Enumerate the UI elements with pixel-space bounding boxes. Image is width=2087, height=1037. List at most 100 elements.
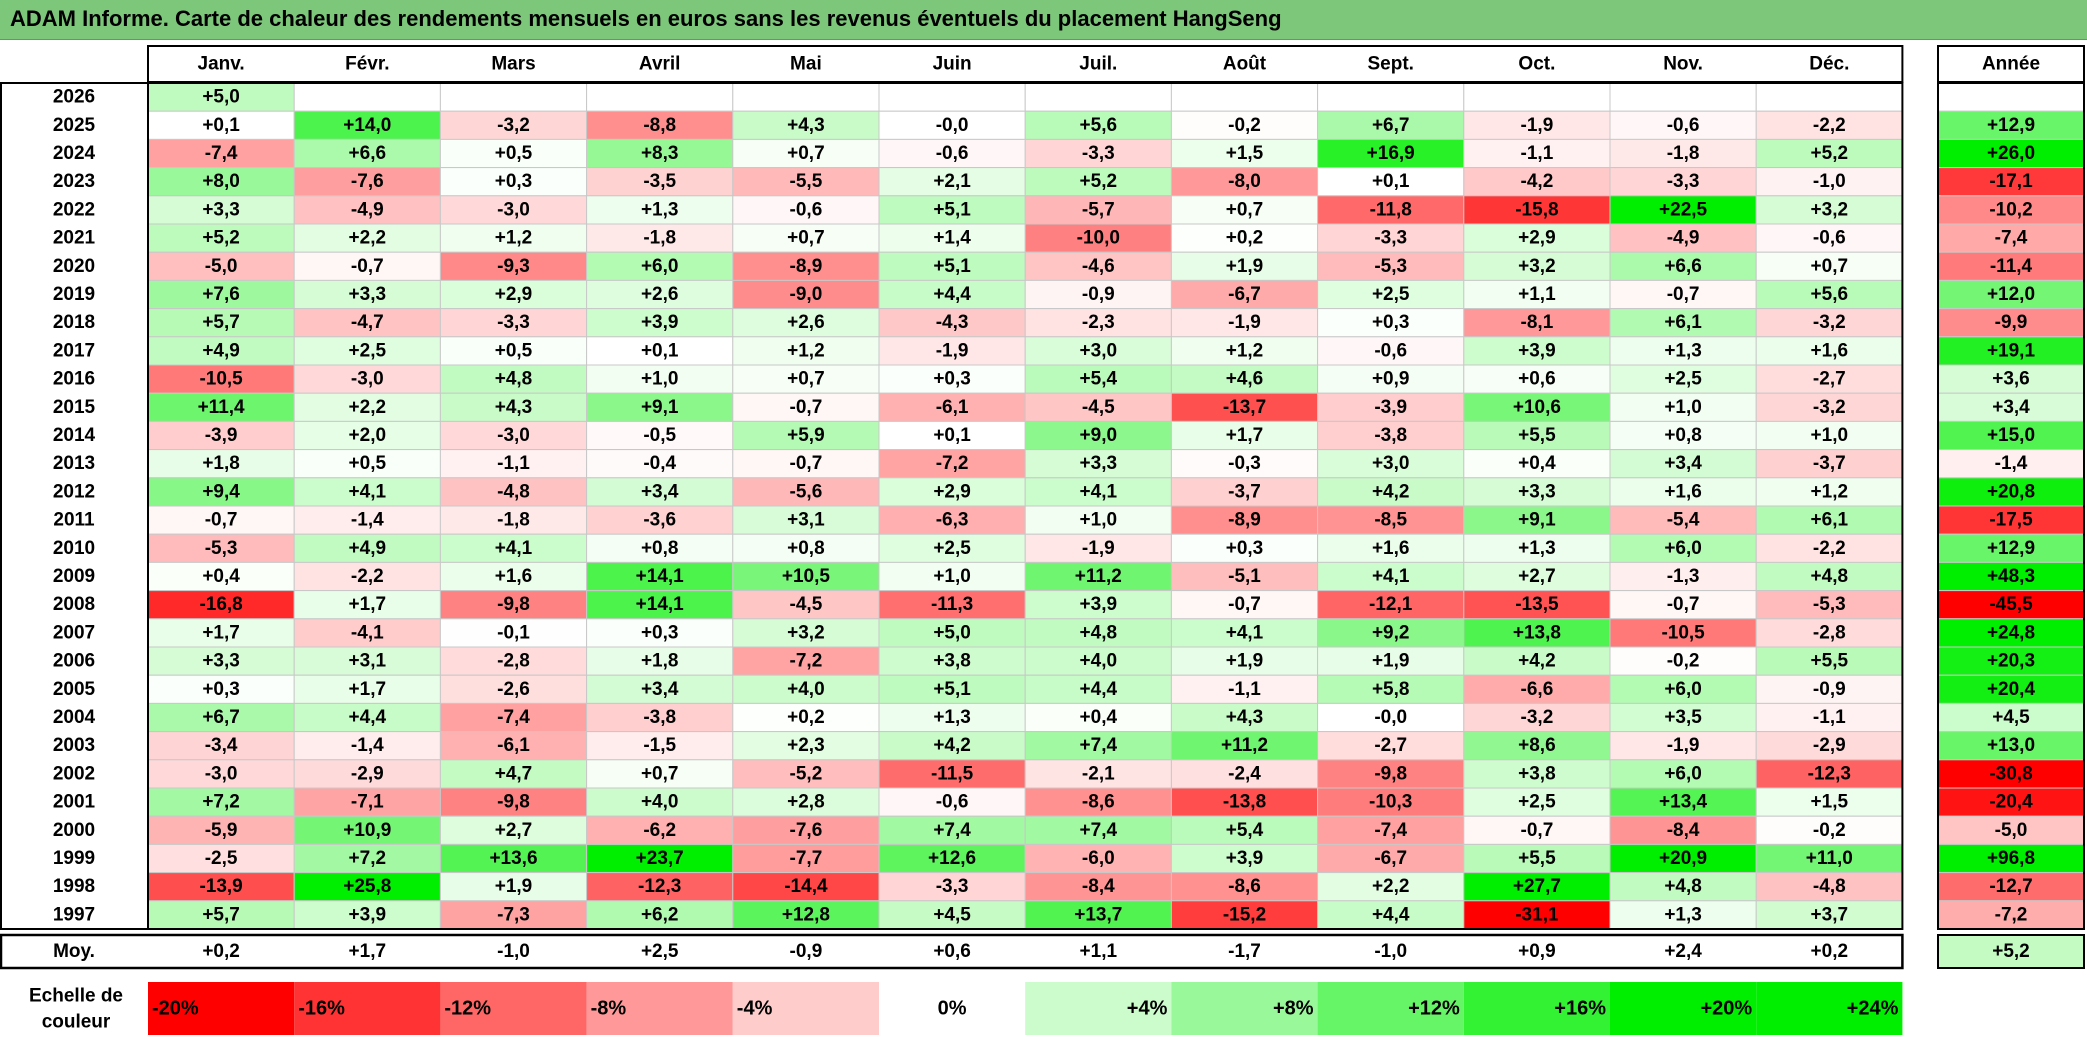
cell-value: +0,4 (202, 566, 240, 587)
heat-cell (1755, 223, 1903, 253)
heat-cell (147, 167, 295, 197)
annual-value: +12,9 (1987, 115, 2035, 136)
cell-value: -15,8 (1515, 199, 1558, 220)
cell-value: -3,5 (643, 171, 676, 192)
cell-value: +0,1 (1372, 171, 1410, 192)
cell-value: +5,1 (933, 199, 971, 220)
cell-value: -8,1 (1521, 312, 1554, 333)
heat-cell (1463, 618, 1611, 648)
cell-value: -6,7 (1228, 284, 1261, 305)
heat-cell (1317, 787, 1465, 817)
cell-value: -1,9 (1228, 312, 1261, 333)
color-scale-swatch (1171, 982, 1318, 1035)
heat-cell (1170, 674, 1319, 704)
cell-value: -7,3 (497, 904, 530, 925)
heat-cell (878, 590, 1026, 620)
cell-value: -5,5 (790, 171, 823, 192)
cell-value: +5,9 (787, 425, 825, 446)
cell-value: -5,2 (790, 763, 823, 784)
cell-value: -8,8 (643, 115, 676, 136)
month-header-6: Juin (933, 54, 972, 75)
cell-value: -0,6 (936, 792, 969, 813)
cell-value: +5,7 (202, 904, 240, 925)
cell-value: +2,9 (495, 284, 533, 305)
heat-cell (586, 449, 734, 479)
cell-value: -0,2 (1667, 651, 1700, 672)
heat-cell (732, 561, 880, 592)
annual-value: -30,8 (1989, 763, 2032, 784)
annual-cell (1937, 392, 2085, 422)
average-label: Moy. (53, 941, 95, 962)
color-scale-stop: +8% (1273, 998, 1314, 1020)
annual-cell (1937, 420, 2085, 451)
annual-header-cell (1937, 45, 2085, 83)
cell-value: +5,5 (1518, 425, 1556, 446)
month-header-7: Juil. (1079, 54, 1117, 75)
cell-value: +4,2 (1372, 481, 1410, 502)
heat-cell (293, 815, 441, 845)
color-scale-swatch (879, 982, 1026, 1035)
heat-cell (1317, 815, 1465, 845)
heat-cell (1317, 759, 1465, 789)
year-label: 2016 (53, 369, 95, 390)
heat-cell (147, 674, 295, 704)
cell-value: +7,6 (202, 284, 240, 305)
cell-value: -4,7 (351, 312, 384, 333)
heat-cell (1024, 533, 1172, 563)
cell-value: +3,3 (202, 651, 240, 672)
cell-value: +6,0 (1664, 538, 1702, 559)
heat-cell (878, 533, 1026, 563)
heat-cell (293, 702, 441, 733)
cell-value: +4,3 (495, 397, 533, 418)
heat-cell (878, 646, 1026, 676)
cell-value: -3,0 (497, 199, 530, 220)
heat-cell (1317, 590, 1465, 620)
color-scale-swatch (1025, 982, 1172, 1035)
annual-value: -45,5 (1989, 594, 2033, 615)
heat-cell (586, 138, 734, 169)
cell-value: +0,3 (1226, 538, 1264, 559)
cell-value: +8,6 (1518, 735, 1556, 756)
annual-value: +96,8 (1987, 848, 2035, 869)
cell-value: -9,8 (1374, 763, 1407, 784)
year-label: 2017 (53, 340, 95, 361)
annual-cell (1937, 505, 2085, 535)
cell-value: +4,9 (349, 538, 387, 559)
cell-value: -12,3 (1808, 763, 1851, 784)
heat-cell (732, 279, 880, 310)
year-label: 1999 (53, 848, 95, 869)
annual-cell (1937, 843, 2085, 874)
cell-value: +2,7 (1518, 566, 1556, 587)
cell-value: -3,6 (643, 510, 676, 531)
heat-cell (1609, 900, 1757, 930)
heat-cell (1317, 82, 1465, 112)
heat-cell (293, 505, 441, 535)
cell-value: +6,7 (1372, 115, 1410, 136)
cell-value: -5,4 (1667, 510, 1700, 531)
month-header-9: Sept. (1367, 54, 1413, 75)
year-label: 2012 (53, 481, 95, 502)
heat-cell (1024, 618, 1172, 648)
heat-cell (439, 731, 588, 761)
cell-value: +1,3 (1518, 538, 1556, 559)
cell-value: -3,7 (1813, 453, 1846, 474)
annual-value: -7,4 (1995, 228, 2028, 249)
cell-value: -9,8 (497, 594, 530, 615)
cell-value: +2,2 (349, 228, 387, 249)
cell-value: +3,3 (202, 199, 240, 220)
color-scale-swatch (294, 982, 441, 1035)
cell-value: +1,2 (1811, 481, 1849, 502)
cell-value: -5,7 (1082, 199, 1115, 220)
heat-cell (1755, 477, 1903, 507)
heat-cell (147, 702, 295, 733)
heat-cell (293, 477, 441, 507)
heat-cell (147, 618, 295, 648)
cell-value: -0,4 (643, 453, 676, 474)
heat-cell (293, 787, 441, 817)
color-scale-swatch (732, 982, 879, 1035)
cell-value: -3,2 (1521, 707, 1554, 728)
heat-cell (1170, 900, 1319, 930)
month-header-10: Oct. (1518, 54, 1555, 75)
heat-cell (1609, 872, 1757, 902)
cell-value: -2,7 (1813, 369, 1846, 390)
